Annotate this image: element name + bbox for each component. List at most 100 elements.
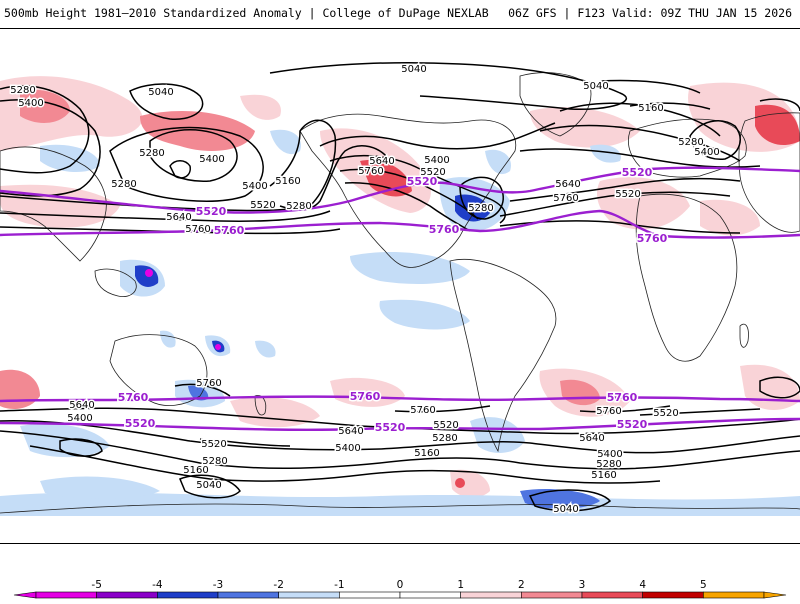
contour-label-black: 5760 — [553, 193, 578, 204]
contour-5280-asia — [0, 85, 90, 174]
colorbar-segment — [703, 591, 765, 599]
anomaly-pos-region — [0, 369, 40, 409]
contour-5160-sh — [29, 445, 661, 484]
contour-label-black: 5280 — [596, 459, 621, 470]
colorbar-tick-label: 1 — [457, 579, 464, 591]
contour-5760-west — [0, 226, 341, 235]
contour-label-purple: 5520 — [617, 418, 648, 431]
anomaly-pos-region — [700, 199, 760, 236]
contour-label-black: 5520 — [433, 420, 458, 431]
map-area: 5280 5400 5040 5280 5400 5280 5400 5160 5520 5280… — [0, 28, 800, 544]
contour-label-black: 5760 — [596, 406, 621, 417]
colorbar-segment — [521, 591, 583, 599]
colorbar-segment — [339, 591, 401, 599]
contour-5040-pacific — [129, 83, 204, 120]
contour-5760-sh-2 — [394, 405, 491, 413]
contour-label-black: 5640 — [555, 179, 580, 190]
contour-5520-purple-sh — [0, 417, 800, 432]
colorbar-segment — [217, 591, 279, 599]
anomaly-neg-core — [215, 344, 221, 350]
colorbar-tick-label: 3 — [578, 579, 586, 591]
anomaly-neg-region — [379, 299, 470, 330]
contour-5040-arctic — [269, 61, 628, 111]
contour-5520-purple-nh — [0, 166, 800, 214]
anomaly-neg-region — [455, 194, 490, 222]
coastline-antarctica — [0, 503, 800, 514]
contour-5280-ne-trough — [459, 176, 504, 220]
contour-label-purple: 5520 — [196, 205, 227, 218]
contour-label-black: 5520 — [250, 200, 275, 211]
contour-5280-atl — [539, 124, 741, 162]
contour-label-black: 5280 — [111, 179, 136, 190]
colorbar-tick-label: 2 — [517, 579, 525, 591]
anomaly-neg-region — [0, 492, 800, 516]
contour-5760-purple-sh — [0, 395, 800, 403]
contour-label-black: 5760 — [196, 378, 221, 389]
colorbar-tick-label: -2 — [273, 579, 284, 591]
coastline-greenland — [519, 72, 592, 137]
contour-5160-east — [629, 102, 711, 110]
anomaly-neg-region — [188, 385, 209, 401]
anomaly-pos-region — [0, 184, 120, 228]
anomaly-pos-region — [140, 111, 255, 151]
colorbar-right-arrow — [763, 591, 787, 599]
contour-label-purple: 5520 — [125, 417, 156, 430]
contour-label-black: 5280 — [678, 137, 703, 148]
contour-label-black: 5400 — [67, 413, 92, 424]
colorbar: -5 -4 -3 -2 -1 0 1 2 3 4 5 — [0, 572, 800, 600]
contour-label-purple: 5760 — [214, 224, 245, 237]
contour-5760-purple-nh — [0, 209, 800, 239]
anomaly-neg-region — [590, 144, 621, 163]
anomaly-pos-region — [240, 94, 281, 120]
contour-label-black: 5760 — [358, 166, 383, 177]
contour-label-black: 5040 — [196, 480, 221, 491]
contour-label-black: 5040 — [583, 81, 608, 92]
anomaly-pos-region — [740, 364, 800, 411]
coastline-south-america — [449, 258, 557, 453]
contour-label-purple: 5760 — [350, 390, 381, 403]
colorbar-segment — [642, 591, 704, 599]
contour-label-black: 5040 — [553, 504, 578, 515]
coastline-africa — [635, 193, 738, 362]
contour-5520-sh-2 — [639, 408, 761, 416]
contour-label-black: 5640 — [579, 433, 604, 444]
anomaly-neg-core — [145, 269, 153, 277]
anomaly-neg-region — [270, 129, 301, 155]
contour-5640-west — [0, 210, 331, 222]
contour-5160-ring-asia — [169, 160, 191, 179]
contour-label-purple: 5520 — [407, 175, 438, 188]
contour-5640-na — [339, 168, 479, 220]
contour-label-black: 5400 — [18, 98, 43, 109]
anomaly-pos-region — [330, 377, 405, 407]
contour-label-black: 5160 — [638, 103, 663, 114]
colorbar-svg — [13, 591, 787, 599]
colorbar-segments — [13, 591, 787, 599]
colorbar-segment — [35, 591, 97, 599]
contour-label-purple: 5760 — [118, 391, 149, 404]
anomaly-neg-region — [485, 149, 511, 175]
contour-5040-sh-2 — [528, 489, 612, 512]
contour-label-black: 5520 — [615, 189, 640, 200]
contour-5040-sh — [179, 474, 241, 499]
colorbar-segment — [157, 591, 219, 599]
anomaly-pos-core — [455, 478, 465, 488]
contour-5400-sh — [0, 420, 800, 454]
colorbar-tick-label: 0 — [396, 579, 404, 591]
contour-label-purple: 5520 — [622, 166, 653, 179]
model-run-info: 06Z GFS | F123 Valid: 09Z THU JAN 15 202… — [508, 6, 792, 20]
anomaly-neg-region — [160, 330, 176, 348]
contour-label-black: 5640 — [338, 426, 363, 437]
colorbar-segment — [581, 591, 643, 599]
contour-label-black: 5640 — [166, 212, 191, 223]
map-header: 500mb Height 1981–2010 Standardized Anom… — [0, 0, 800, 26]
contour-label-black: 5280 — [202, 456, 227, 467]
coastline-australia — [109, 334, 208, 406]
contour-label-black: 5280 — [432, 433, 457, 444]
anomaly-pos-region — [230, 396, 320, 428]
colorbar-tick-label: -4 — [152, 579, 163, 591]
colorbar-segment — [278, 591, 340, 599]
contour-label-black: 5400 — [694, 147, 719, 158]
contour-label-purple: 5520 — [375, 421, 406, 434]
contour-5520-atl — [509, 177, 741, 202]
